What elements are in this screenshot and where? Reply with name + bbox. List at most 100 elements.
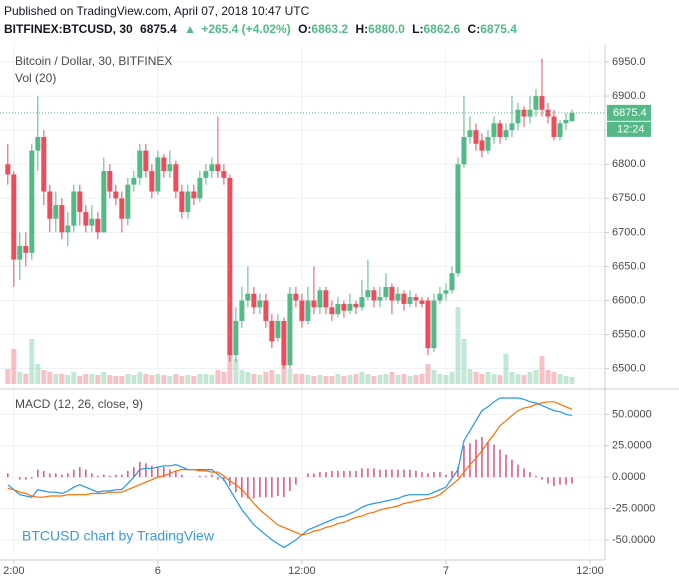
candle-body — [413, 297, 419, 301]
candle-body — [41, 136, 47, 192]
x-tick-label: 7 — [443, 565, 449, 577]
candle-body — [311, 300, 317, 308]
volume-bar — [335, 374, 341, 384]
last-price-tag-label: 6875.4 — [613, 107, 647, 119]
candle-body — [479, 140, 485, 151]
candle-body — [167, 164, 173, 172]
candle-body — [281, 320, 287, 366]
candle-body — [95, 218, 101, 233]
macd-line — [7, 397, 573, 549]
candle-body — [353, 303, 359, 308]
candle-body — [425, 300, 431, 349]
volume-bar — [299, 374, 305, 384]
volume-bar — [383, 374, 389, 384]
y-tick-label: -50.0000 — [612, 534, 655, 546]
candle-body — [101, 171, 107, 233]
candle-body — [449, 273, 455, 291]
volume-bar — [179, 376, 185, 384]
candle-body — [527, 109, 533, 117]
indicator-title: MACD (12, 26, close, 9) — [15, 397, 143, 411]
chart-title: Bitcoin / Dollar, 30, BITFINEX — [15, 54, 172, 68]
volume-bar — [401, 374, 407, 384]
volume-bar — [137, 372, 143, 384]
candle-body — [401, 293, 407, 304]
volume-bar — [449, 372, 455, 384]
candle-body — [293, 293, 299, 301]
candle-body — [419, 300, 425, 304]
low: 6862.6 — [423, 22, 461, 36]
candle-body — [347, 303, 353, 311]
candle-body — [509, 123, 515, 131]
candle-body — [227, 177, 233, 356]
volume-bar — [479, 374, 485, 384]
volume-bar — [53, 374, 59, 384]
volume-bar — [347, 375, 353, 384]
open-label: O: — [298, 22, 312, 36]
candle-body — [359, 297, 365, 308]
candle-body — [491, 123, 497, 137]
volume-bar — [173, 374, 179, 384]
volume-bar — [275, 374, 281, 384]
volume-bar — [263, 372, 269, 384]
volume-bar — [65, 375, 71, 384]
volume-bar — [473, 372, 479, 384]
candle-body — [143, 150, 149, 172]
volume-bar — [233, 359, 239, 384]
candle-body — [431, 300, 437, 349]
candle-body — [137, 150, 143, 178]
volume-bar — [443, 375, 449, 384]
candle-body — [197, 177, 203, 199]
candle-body — [77, 191, 83, 212]
candle-body — [131, 177, 137, 185]
candle-body — [539, 96, 545, 110]
candle-body — [113, 191, 119, 199]
candle-body — [107, 171, 113, 192]
candle-body — [119, 198, 125, 219]
change: +265.4 (+4.02%) — [201, 22, 291, 36]
volume-bar — [197, 374, 203, 384]
volume-bar — [293, 374, 299, 384]
candle-body — [557, 123, 563, 137]
candle-body — [569, 112, 575, 122]
candle-body — [365, 290, 371, 298]
last-price-tag — [607, 104, 651, 121]
candle-body — [11, 174, 17, 260]
volume-bar — [101, 372, 107, 384]
candle-body — [5, 164, 11, 175]
high: 6880.0 — [368, 22, 405, 36]
open: 6863.2 — [311, 22, 349, 36]
y-tick-label: 0.0000 — [612, 471, 646, 483]
volume-bar — [569, 377, 575, 384]
volume-bar — [161, 375, 167, 384]
volume-bar — [77, 376, 83, 384]
candle-body — [503, 130, 509, 137]
last-price: 6875.4 — [140, 22, 177, 36]
volume-bar — [149, 375, 155, 384]
volume-bar — [395, 375, 401, 384]
candle-body — [377, 297, 383, 301]
volume-bar — [167, 376, 173, 384]
candle-body — [89, 218, 95, 226]
candle-body — [443, 290, 449, 294]
volume-bar — [365, 374, 371, 384]
candle-body — [23, 246, 29, 253]
volume-bar — [311, 376, 317, 384]
candle-body — [233, 320, 239, 356]
candle-body — [83, 211, 89, 226]
x-tick-label: 12:00 — [288, 565, 316, 577]
y-tick-label: 6900.0 — [612, 90, 646, 102]
y-tick-label: 6500.0 — [612, 363, 646, 375]
candle-body — [239, 300, 245, 321]
volume-bar — [287, 369, 293, 384]
candle-body — [485, 136, 491, 151]
volume-bar — [89, 374, 95, 384]
volume-bar — [497, 375, 503, 384]
y-tick-label: 6550.0 — [612, 328, 646, 340]
volume-bar — [431, 370, 437, 384]
volume-bar — [119, 376, 125, 384]
candle-body — [317, 290, 323, 308]
volume-bar — [515, 374, 521, 384]
candle-body — [407, 297, 413, 304]
